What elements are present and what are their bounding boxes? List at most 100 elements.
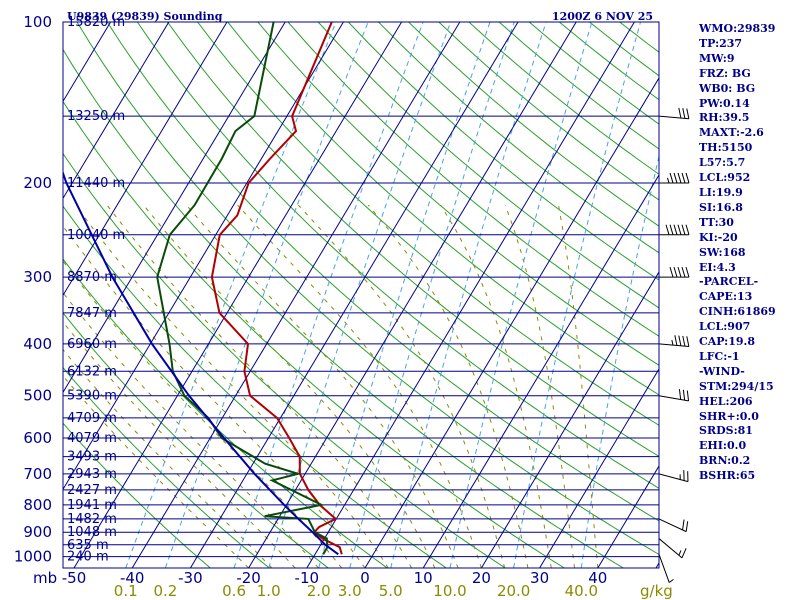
isotherm: [597, 465, 659, 568]
isotherm: [422, 174, 659, 568]
mixing-ratio-line: [268, 22, 452, 568]
pressure-tick-label: 100: [23, 13, 52, 31]
moist-adiabat: [237, 204, 482, 568]
index-line: L57:5.7: [699, 156, 746, 170]
isotherm: [63, 22, 170, 200]
dry-adiabat: [63, 205, 447, 568]
index-line: CAP:19.8: [699, 335, 756, 349]
index-line: -WIND-: [699, 364, 745, 378]
mixing-ratio-label: 0.6: [222, 582, 246, 600]
mixing-ratio-label: 0.2: [153, 582, 177, 600]
dry-adiabat: [287, 22, 659, 337]
isotherm: [63, 22, 286, 394]
height-label: 635 m: [67, 538, 109, 553]
dry-adiabat: [197, 22, 659, 426]
height-label: 5390 m: [67, 389, 117, 404]
index-line: WB0: BG: [699, 81, 756, 95]
pressure-tick-label: 600: [23, 429, 52, 447]
height-label: 4079 m: [67, 431, 117, 446]
grid-lines: [0, 22, 659, 568]
index-line: LCL:952: [699, 171, 751, 185]
dry-adiabat: [63, 366, 270, 568]
dry-adiabat: [257, 22, 659, 366]
height-label: 7847 m: [67, 306, 117, 321]
dry-adiabat: [378, 22, 659, 254]
height-label: 10040 m: [67, 228, 125, 243]
wind-barbs: [658, 107, 690, 583]
isotherm: [539, 368, 659, 568]
isotherm: [248, 22, 577, 568]
dry-adiabat: [317, 22, 659, 309]
wind-barb: [658, 470, 689, 483]
pressure-tick-label: 400: [23, 335, 52, 353]
index-line: SW:168: [699, 245, 746, 259]
mixing-ratio-label: 1.0: [257, 582, 281, 600]
wind-barb: [658, 554, 674, 583]
temp-tick-label: -50: [62, 569, 87, 587]
index-line: SHR+:0.0: [699, 409, 759, 423]
height-label: 2427 m: [67, 483, 117, 498]
index-line: SRDS:81: [699, 424, 753, 438]
moist-adiabat: [63, 291, 319, 568]
mixing-ratio-label: 40.0: [565, 582, 598, 600]
isotherm: [189, 22, 519, 568]
pressure-tick-label: 700: [23, 465, 52, 483]
valid-time: 1200Z 6 NOV 25: [552, 10, 653, 23]
mixing-ratio-label: 2.0: [307, 582, 331, 600]
mixing-ratio-line: [390, 22, 547, 568]
index-line: BSHR:65: [699, 469, 756, 483]
height-label: 15820 m: [67, 15, 125, 30]
isotherm: [131, 22, 461, 568]
index-line: PW:0.14: [699, 96, 750, 110]
mixing-ratio-line: [125, 22, 337, 568]
temp-tick-label: 20: [472, 569, 491, 587]
temp-tick-label: 0: [360, 569, 370, 587]
index-line: TH:5150: [699, 141, 753, 155]
isotherm: [0, 22, 52, 568]
temp-tick-label: 30: [530, 569, 549, 587]
index-line: FRZ: BG: [699, 66, 751, 80]
wind-barb: [659, 172, 690, 184]
index-line: TT:30: [699, 215, 734, 229]
pressure-tick-label: 200: [23, 174, 52, 192]
index-line: MW:9: [699, 51, 735, 65]
index-line: EHI:0.0: [699, 439, 747, 453]
moist-adiabat: [75, 204, 389, 568]
height-label: 6960 m: [67, 337, 117, 352]
height-label: 240 m: [67, 550, 109, 565]
mixing-ratio-label: 5.0: [379, 582, 403, 600]
moist-adiabat: [143, 204, 436, 568]
temp-tick-label: 40: [588, 569, 607, 587]
pressure-tick-label: 1000: [14, 548, 52, 566]
pressure-tick-label: 500: [23, 387, 52, 405]
isotherm: [480, 271, 659, 568]
moist-adiabat: [63, 375, 249, 568]
dry-adiabat: [167, 22, 659, 457]
wind-barb: [658, 107, 690, 120]
pressure-tick-label: 300: [23, 268, 52, 286]
pressure-tick-label: 900: [23, 523, 52, 541]
index-line: CAPE:13: [699, 290, 753, 304]
index-line: LFC:-1: [699, 349, 740, 363]
index-line: HEL:206: [699, 394, 753, 408]
index-line: MAXT:-2.6: [699, 126, 764, 140]
isotherm: [306, 22, 635, 568]
index-line: -PARCEL-: [699, 275, 759, 289]
index-line: TP:237: [699, 36, 743, 50]
dry-adiabat: [63, 100, 565, 568]
height-label: 8870 m: [67, 270, 117, 285]
dry-adiabat: [106, 22, 659, 522]
moist-adiabat: [558, 205, 599, 568]
height-label: 4709 m: [67, 411, 117, 426]
index-line: STM:294/15: [699, 379, 774, 393]
height-label: 6132 m: [67, 364, 117, 379]
index-line: KI:-20: [699, 230, 738, 244]
mixing-ratio-line: [349, 22, 515, 568]
station-title: U9839 (29839) Sounding: [67, 10, 223, 23]
temp-tick-label: -30: [178, 569, 203, 587]
pressure-tick-label: 800: [23, 496, 52, 514]
height-label: 3493 m: [67, 450, 117, 465]
